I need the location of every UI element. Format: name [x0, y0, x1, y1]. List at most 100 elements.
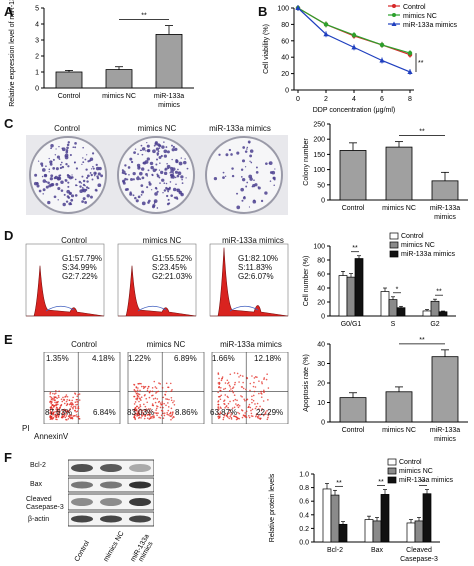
colony-dot — [140, 193, 143, 196]
event-dot — [162, 396, 165, 399]
event-dot — [261, 382, 263, 385]
colony-dot — [55, 167, 59, 171]
event-dot — [217, 395, 220, 398]
colony-dot — [163, 189, 167, 192]
event-dot — [250, 415, 253, 417]
colony-dot — [86, 154, 88, 156]
bar — [422, 310, 432, 317]
colony-dot — [61, 165, 65, 169]
colony-dot — [50, 147, 52, 150]
event-dot — [55, 408, 57, 410]
colony-dot — [59, 166, 63, 170]
event-dot — [245, 416, 248, 419]
colony-dot — [157, 150, 160, 153]
event-dot — [229, 415, 231, 418]
colony-dot — [171, 175, 175, 179]
event-dot — [162, 406, 164, 409]
colony-dot — [146, 144, 150, 148]
colony-dot — [236, 151, 240, 155]
event-dot — [247, 406, 250, 408]
event-dot — [237, 403, 240, 406]
x-tick-label: 4 — [352, 96, 356, 103]
event-dot — [140, 396, 143, 399]
significance-marker: ** — [418, 60, 424, 67]
event-dot — [142, 387, 145, 390]
legend-marker — [392, 13, 396, 17]
colony-dot — [68, 202, 72, 206]
event-dot — [259, 405, 261, 408]
event-dot — [69, 414, 72, 417]
colony-dot — [265, 162, 268, 165]
event-dot — [252, 399, 255, 402]
colony-dot — [236, 192, 239, 195]
event-dot — [50, 416, 52, 419]
bar — [422, 493, 432, 543]
x-tick-label: 8 — [408, 96, 412, 103]
event-dot — [233, 372, 236, 374]
y-tick-label: 100 — [313, 244, 325, 251]
event-dot — [258, 417, 260, 419]
bar — [338, 275, 348, 317]
event-dot — [230, 388, 232, 390]
event-dot — [232, 391, 235, 394]
colony-dot — [73, 161, 76, 164]
event-dot — [75, 414, 78, 416]
colony-dot — [41, 168, 46, 172]
colony-dot — [250, 161, 253, 164]
colony-dot — [248, 142, 251, 144]
colony-dot — [95, 163, 98, 166]
colony-dot — [52, 158, 55, 161]
panel-e-title-control: Control — [71, 340, 97, 349]
y-tick-label: 0 — [321, 314, 325, 321]
colony-dot — [85, 188, 88, 192]
blot-label-beta-actin: β-actin — [28, 516, 50, 523]
event-dot — [74, 401, 77, 404]
x-tick-label: 6 — [380, 96, 384, 103]
colony-dot — [152, 149, 156, 154]
colony-dot — [69, 192, 72, 195]
event-dot — [248, 415, 250, 417]
colony-dot — [121, 172, 123, 174]
event-dot — [70, 405, 73, 408]
event-dot — [155, 392, 157, 394]
chart-a: 0 1 2 3 4 5 Relative expression level of miR-1… — [9, 0, 194, 109]
colony-dot — [82, 186, 84, 189]
panel-d-g1-control: G1:57.79% — [62, 254, 103, 263]
event-dot — [228, 384, 231, 387]
y-axis-label: Relative expression level of miR-133a — [9, 0, 16, 107]
event-dot — [252, 385, 255, 388]
colony-dot — [137, 175, 139, 178]
bar — [372, 520, 382, 543]
event-dot — [145, 408, 148, 410]
event-dot — [159, 406, 162, 409]
event-dot — [139, 404, 141, 406]
colony-dot — [54, 154, 57, 156]
event-dot — [143, 417, 146, 420]
legend-label: mimics NC — [401, 242, 435, 249]
colony-dot — [81, 175, 84, 178]
event-dot — [57, 400, 59, 403]
event-dot — [263, 413, 266, 416]
colony-dot — [87, 174, 90, 178]
bar — [346, 276, 356, 317]
event-dot — [265, 378, 268, 381]
event-dot — [251, 395, 253, 398]
event-dot — [152, 416, 155, 419]
event-dot — [222, 418, 225, 421]
panel-d-s-control: S:34.99% — [62, 263, 97, 272]
event-dot — [219, 398, 222, 401]
y-tick-label: 0.6 — [299, 499, 309, 506]
panel-e-q3-control: 87.63% — [45, 408, 73, 417]
legend-label: mimics NC — [399, 468, 433, 475]
colony-dot — [45, 180, 48, 183]
histogram-s-curve — [137, 305, 167, 312]
event-dot — [233, 383, 236, 386]
chart-e: 0 10 20 30 40 Apoptosis rate (%) Control mimics… — [303, 337, 468, 443]
event-dot — [147, 411, 150, 414]
colony-dot — [74, 146, 77, 149]
blot-band — [129, 498, 151, 506]
y-tick-label: 1 — [35, 70, 39, 77]
event-dot — [149, 408, 152, 410]
event-dot — [233, 394, 236, 397]
